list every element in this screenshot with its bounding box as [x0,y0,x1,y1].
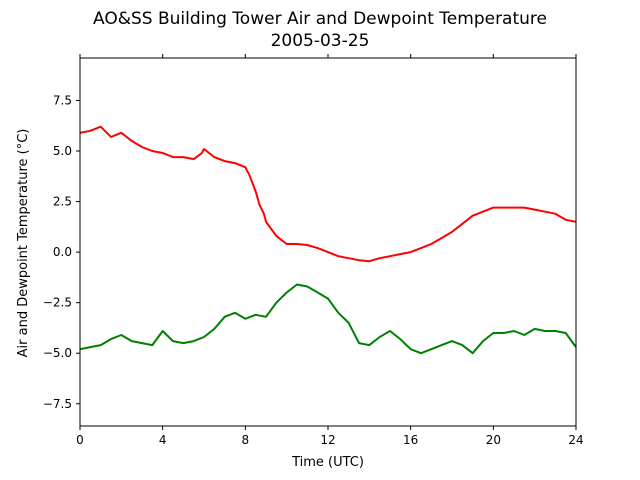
y-axis-ticks: −7.5 −5.0 −2.5 0.0 2.5 5.0 7.5 [43,93,80,411]
series-line-2 [79,283,577,355]
y-tick-label: −5.0 [43,346,72,360]
axes-border [79,57,577,427]
series-line-1 [79,125,577,263]
chart-title: AO&SS Building Tower Air and Dewpoint Te… [93,9,547,29]
y-tick-label: 7.5 [53,93,72,107]
x-tick-label: 0 [76,433,84,447]
x-tick-label: 12 [320,433,335,447]
y-tick-label: 2.5 [53,195,72,209]
y-tick-label: −7.5 [43,397,72,411]
x-tick-label: 20 [486,433,501,447]
x-tick-label: 8 [242,433,250,447]
y-axis-label: Air and Dewpoint Temperature (°C) [16,129,31,358]
x-axis-label: Time (UTC) [291,455,364,470]
x-tick-label: 16 [403,433,418,447]
y-tick-label: −2.5 [43,296,72,310]
chart-subtitle: 2005-03-25 [271,31,370,51]
y-tick-label: 0.0 [53,245,72,259]
plot-lines [79,125,577,355]
x-axis-ticks: 0 4 8 12 16 20 24 [76,54,584,447]
x-tick-label: 4 [159,433,167,447]
x-tick-label: 24 [568,433,583,447]
y-tick-label: 5.0 [53,144,72,158]
axes-frame [79,57,577,427]
